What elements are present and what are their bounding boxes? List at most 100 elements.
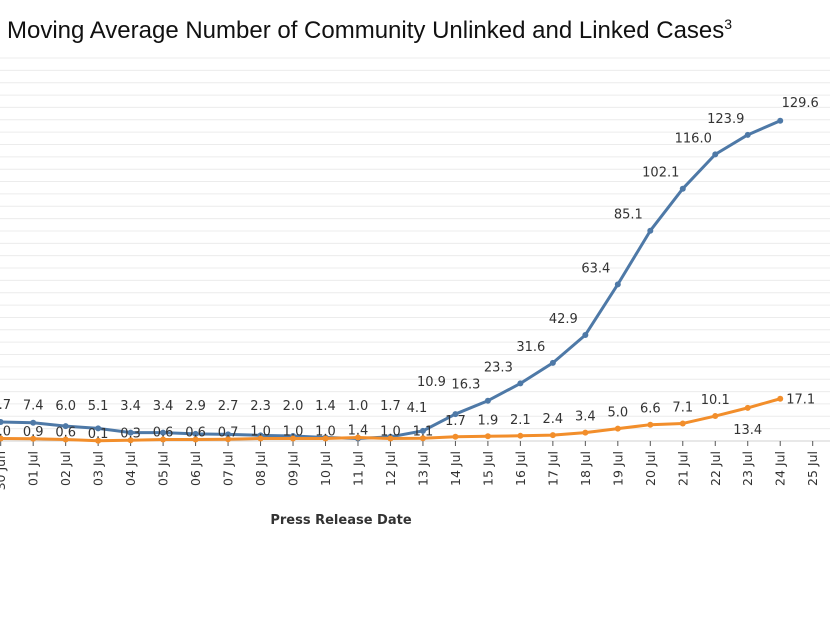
- data-label: 1.0: [250, 425, 271, 440]
- data-label: 63.4: [581, 261, 610, 276]
- x-tick-label: 19 Jul: [610, 451, 625, 486]
- data-point: [192, 430, 199, 437]
- data-point: [744, 404, 751, 411]
- data-point: [192, 436, 199, 443]
- chart-title: Moving Average Number of Community Unlin…: [7, 16, 732, 45]
- x-tick-label: 21 Jul: [675, 451, 690, 486]
- data-point: [62, 436, 69, 443]
- data-label: 2.1: [510, 413, 531, 428]
- data-label: 1.0: [283, 425, 304, 440]
- data-point: [62, 423, 69, 430]
- data-label: 5.0: [607, 406, 628, 421]
- x-tick-label: 09 Jul: [286, 451, 301, 486]
- data-point: [712, 413, 719, 420]
- data-point: [744, 131, 751, 138]
- data-point: [387, 435, 394, 442]
- data-point: [549, 359, 556, 366]
- data-point: [452, 433, 459, 440]
- data-label: 0.6: [153, 426, 174, 441]
- data-label: 17.1: [786, 393, 815, 408]
- x-tick-label: 24 Jul: [773, 451, 788, 486]
- data-point: [257, 435, 264, 442]
- data-point: [484, 397, 491, 404]
- x-tick-label: 17 Jul: [545, 451, 560, 486]
- data-label: 2.4: [543, 412, 564, 427]
- x-tick-label: 11 Jul: [350, 451, 365, 486]
- data-point: [452, 411, 459, 418]
- data-label: 10.1: [701, 393, 730, 408]
- data-label: 1.7: [380, 399, 401, 414]
- data-label: 0.9: [23, 425, 44, 440]
- data-label: 116.0: [675, 131, 712, 146]
- x-tick-label: 13 Jul: [415, 451, 430, 486]
- data-label: 85.1: [614, 208, 643, 223]
- x-axis-label: Press Release Date: [270, 513, 411, 528]
- data-label: 7.1: [672, 400, 693, 415]
- x-tick-label: 07 Jul: [221, 451, 236, 486]
- x-tick-label: 15 Jul: [480, 451, 495, 486]
- data-point: [160, 429, 167, 436]
- data-label: 102.1: [642, 166, 679, 181]
- data-point: [95, 425, 102, 432]
- data-point: [484, 433, 491, 440]
- x-tick-label: 03 Jul: [91, 451, 106, 486]
- data-label: 42.9: [549, 312, 578, 327]
- data-point: [0, 435, 4, 442]
- x-tick-label: 25 Jul: [805, 451, 820, 486]
- data-point: [30, 419, 37, 426]
- data-label: 4.1: [407, 401, 428, 416]
- x-tick-label: 04 Jul: [123, 451, 138, 486]
- x-tick-label: 16 Jul: [513, 451, 528, 486]
- data-label: 13.4: [733, 423, 762, 438]
- chart-title-text: Moving Average Number of Community Unlin…: [7, 17, 725, 44]
- data-point: [712, 151, 719, 158]
- data-label: 1.9: [478, 413, 499, 428]
- data-label: 1.0: [380, 425, 401, 440]
- data-point: [290, 435, 297, 442]
- data-point: [160, 436, 167, 443]
- data-label: 16.3: [451, 378, 480, 393]
- data-label: 0.3: [120, 426, 141, 441]
- x-tick-label: 22 Jul: [708, 451, 723, 486]
- data-point: [582, 429, 589, 436]
- data-label: 2.0: [283, 399, 304, 414]
- data-point: [647, 421, 654, 428]
- x-tick-label: 12 Jul: [383, 451, 398, 486]
- data-label: 2.3: [250, 399, 271, 414]
- data-label: 1.0: [315, 425, 336, 440]
- data-point: [647, 227, 654, 234]
- data-label: 3.4: [575, 410, 596, 425]
- data-label: 0.6: [55, 426, 76, 441]
- data-label: 123.9: [707, 112, 744, 127]
- x-tick-label: 20 Jul: [643, 451, 658, 486]
- data-point: [582, 331, 589, 338]
- x-tick-label: 06 Jul: [188, 451, 203, 486]
- data-point: [517, 380, 524, 387]
- data-point: [95, 437, 102, 444]
- data-label: 6.0: [55, 399, 76, 414]
- x-tick-label: 23 Jul: [740, 451, 755, 486]
- data-label: 10.9: [417, 375, 446, 390]
- data-label: 1.4: [348, 424, 369, 439]
- data-label: 23.3: [484, 360, 513, 375]
- x-tick-label: 05 Jul: [156, 451, 171, 486]
- title-footnote-marker: 3: [724, 16, 733, 32]
- data-point: [127, 429, 134, 436]
- data-label: 2.9: [185, 399, 206, 414]
- data-label: 1.0: [348, 399, 369, 414]
- data-label: 0.1: [88, 427, 109, 442]
- data-label: 7.7: [0, 398, 11, 413]
- data-point: [614, 425, 621, 432]
- data-point: [549, 432, 556, 439]
- x-tick-label: 10 Jul: [318, 451, 333, 486]
- data-label: 6.6: [640, 402, 661, 417]
- data-label: 2.7: [218, 399, 239, 414]
- data-point: [127, 437, 134, 444]
- data-point: [517, 432, 524, 439]
- data-label: 0.6: [185, 426, 206, 441]
- data-point: [30, 435, 37, 442]
- data-label: 5.1: [88, 399, 109, 414]
- data-label: 7.4: [23, 399, 44, 414]
- data-label: 129.6: [782, 96, 819, 111]
